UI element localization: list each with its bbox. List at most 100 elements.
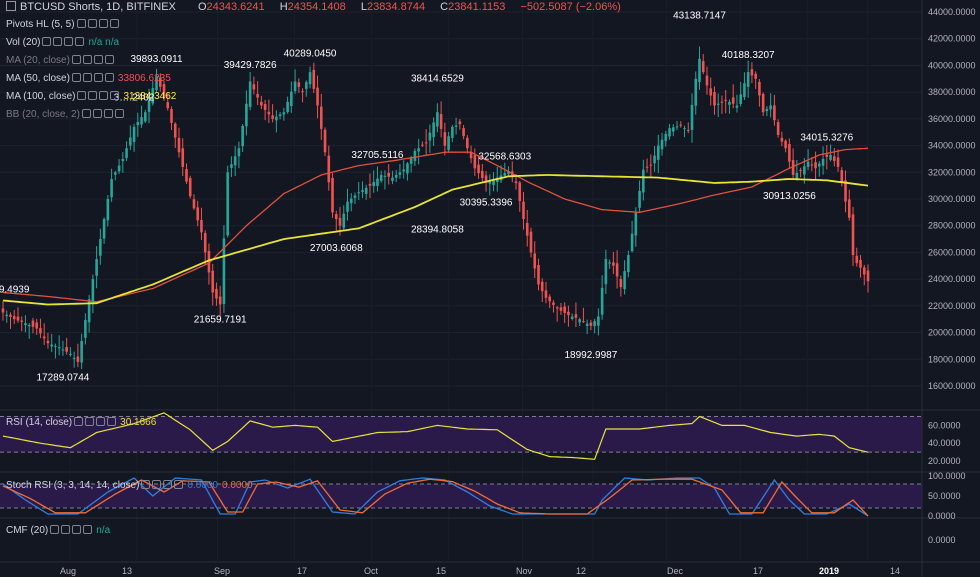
more-icon[interactable]	[72, 525, 82, 534]
eye-icon[interactable]	[42, 37, 52, 46]
eye-icon[interactable]	[74, 417, 84, 426]
candle-body	[256, 93, 259, 98]
candle-body	[170, 109, 173, 123]
more-icon[interactable]	[64, 37, 74, 46]
indicator-row[interactable]: MA (50, close) 33806.6235	[6, 72, 171, 85]
gear-icon[interactable]	[82, 55, 92, 64]
close-icon[interactable]	[104, 73, 114, 82]
more-icon[interactable]	[93, 55, 103, 64]
stoch-tick-label: 0.0000	[928, 511, 956, 521]
candle-body	[54, 345, 57, 347]
x-tick-label: 15	[436, 566, 446, 576]
eye-icon[interactable]	[77, 91, 87, 100]
y-tick-label: 16000.0000	[928, 381, 976, 391]
candle-body	[334, 214, 338, 220]
candle-body	[731, 97, 735, 104]
candle-body	[803, 166, 806, 175]
gear-icon[interactable]	[152, 480, 162, 489]
candle-body	[844, 180, 847, 202]
candle-body	[851, 214, 855, 256]
x-tick-label: Aug	[60, 566, 76, 576]
candle-body	[780, 137, 784, 142]
pane-legend-row[interactable]: Stoch RSI (3, 3, 14, 14, close) 0.0000 0.0…	[6, 479, 253, 492]
close-icon[interactable]	[83, 525, 93, 534]
candle-body	[810, 164, 814, 166]
candle-body	[821, 158, 825, 166]
more-icon[interactable]	[99, 91, 109, 100]
candle-body	[391, 177, 394, 181]
candle-body	[623, 271, 626, 290]
close-icon[interactable]	[114, 109, 124, 118]
candle-body	[102, 219, 106, 239]
y-tick-label: 42000.0000	[928, 34, 976, 44]
eye-icon[interactable]	[76, 19, 86, 28]
eye-icon[interactable]	[71, 55, 81, 64]
candle-body	[537, 265, 540, 285]
candle-body	[166, 102, 170, 109]
candle-body	[218, 296, 222, 305]
candle-body	[604, 259, 608, 285]
indicator-row[interactable]: BB (20, close, 2)	[6, 108, 124, 121]
open-value: 24343.6241	[206, 1, 265, 13]
pane-legend-row[interactable]: CMF (20) n/a	[6, 524, 110, 537]
gear-icon[interactable]	[87, 19, 97, 28]
gear-icon[interactable]	[53, 37, 63, 46]
candle-body	[346, 201, 349, 212]
candle-body	[91, 279, 95, 303]
indicator-label: MA (50, close)	[6, 73, 70, 84]
more-icon[interactable]	[163, 480, 173, 489]
x-tick-label: 13	[122, 566, 132, 576]
more-icon[interactable]	[96, 417, 106, 426]
candle-body	[585, 323, 589, 326]
close-icon[interactable]	[174, 480, 184, 489]
candle-body	[316, 87, 319, 106]
more-icon[interactable]	[103, 109, 113, 118]
candle-body	[698, 58, 701, 83]
indicator-row[interactable]: MA (100, close) 31334.3462	[6, 90, 176, 103]
gear-icon[interactable]	[85, 417, 95, 426]
candle-body	[424, 142, 428, 144]
ma50-line	[2, 147, 869, 303]
candle-body	[466, 137, 469, 149]
indicator-row[interactable]: Vol (20) n/a n/a	[6, 36, 119, 49]
pivot-label: 39893.0911	[130, 54, 183, 65]
gear-icon[interactable]	[92, 109, 102, 118]
eye-icon[interactable]	[81, 109, 91, 118]
candle-body	[173, 123, 177, 138]
pane-legend-row[interactable]: RSI (14, close) 30.1666	[6, 416, 156, 429]
y-tick-label: 22000.0000	[928, 301, 976, 311]
candle-body	[847, 199, 851, 218]
more-icon[interactable]	[93, 73, 103, 82]
y-tick-label: 26000.0000	[928, 247, 976, 257]
stoch-d-line	[2, 478, 869, 517]
eye-icon[interactable]	[141, 480, 151, 489]
close-icon[interactable]	[107, 417, 117, 426]
close-icon[interactable]	[110, 91, 120, 100]
close-value: 23841.1153	[448, 1, 506, 13]
close-icon[interactable]	[104, 55, 114, 64]
candle-body	[563, 306, 566, 313]
close-icon[interactable]	[109, 19, 119, 28]
candle-body	[795, 172, 799, 179]
indicator-row[interactable]: MA (20, close)	[6, 54, 114, 67]
open-label: O	[197, 1, 207, 13]
more-icon[interactable]	[98, 19, 108, 28]
collapse-icon[interactable]	[6, 1, 16, 11]
symbol-title[interactable]: BTCUSD Shorts, 1D, BITFINEX	[20, 1, 176, 13]
x-tick-label: Sep	[214, 566, 230, 576]
candle-body	[529, 231, 533, 253]
gear-icon[interactable]	[82, 73, 92, 82]
candle-body	[746, 72, 750, 87]
close-icon[interactable]	[75, 37, 85, 46]
eye-icon[interactable]	[71, 73, 81, 82]
candle-body	[473, 155, 477, 169]
candle-body	[237, 148, 241, 157]
eye-icon[interactable]	[50, 525, 60, 534]
candle-body	[9, 314, 12, 317]
candle-body	[200, 219, 203, 233]
gear-icon[interactable]	[88, 91, 98, 100]
gear-icon[interactable]	[61, 525, 71, 534]
indicator-row[interactable]: Pivots HL (5, 5)	[6, 18, 119, 31]
candle-body	[451, 126, 454, 138]
